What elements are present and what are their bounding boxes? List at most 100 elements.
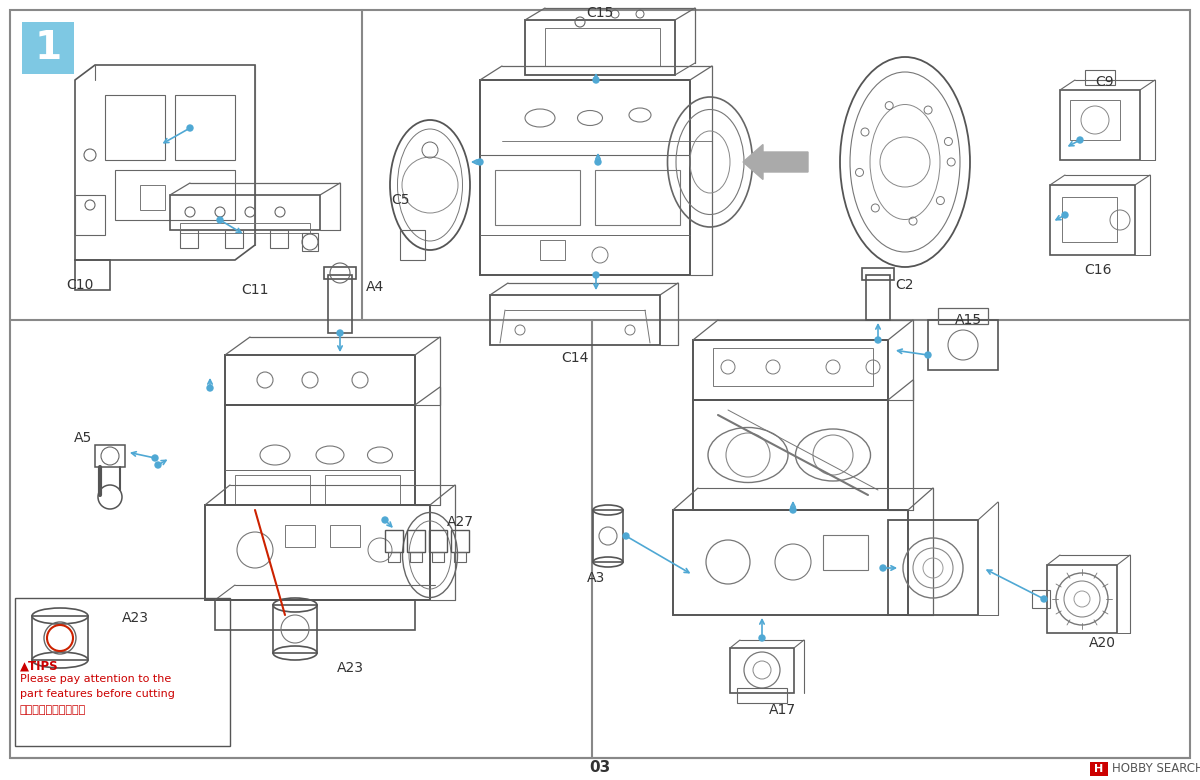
Bar	[1062, 197, 1117, 242]
Bar	[226, 355, 415, 405]
Text: H: H	[1094, 764, 1104, 774]
Bar	[140, 185, 166, 210]
Text: HOBBY SEARCH: HOBBY SEARCH	[1112, 763, 1200, 775]
Text: 1: 1	[35, 29, 61, 67]
Bar	[496, 170, 580, 225]
Bar	[737, 688, 787, 703]
Bar	[694, 340, 888, 400]
Bar	[673, 510, 908, 615]
Bar	[226, 230, 242, 248]
Text: C14: C14	[562, 351, 589, 365]
Bar	[454, 552, 466, 562]
Text: A15: A15	[954, 313, 982, 327]
Bar	[22, 22, 74, 74]
Circle shape	[925, 352, 931, 358]
Text: C2: C2	[895, 278, 914, 292]
Bar	[490, 295, 660, 345]
Circle shape	[187, 125, 193, 131]
Circle shape	[875, 337, 881, 343]
Text: C11: C11	[241, 283, 269, 297]
Bar	[175, 95, 235, 160]
Bar	[270, 230, 288, 248]
Circle shape	[623, 533, 629, 539]
Bar	[95, 445, 125, 467]
Bar	[14, 598, 230, 746]
Text: A20: A20	[1088, 636, 1116, 650]
Text: part features before cutting: part features before cutting	[20, 689, 175, 699]
Text: A3: A3	[587, 571, 605, 585]
Bar	[866, 275, 890, 320]
Bar	[928, 320, 998, 370]
Bar	[205, 505, 430, 600]
Bar	[286, 525, 314, 547]
Bar	[938, 308, 988, 324]
Bar	[451, 530, 469, 552]
Circle shape	[337, 330, 343, 336]
Bar	[407, 530, 425, 552]
Bar	[226, 405, 415, 505]
Bar	[115, 170, 235, 220]
Bar	[595, 170, 680, 225]
Bar	[593, 510, 623, 562]
Bar	[480, 80, 690, 275]
Bar	[324, 267, 356, 279]
Bar	[400, 230, 425, 260]
Circle shape	[880, 565, 886, 571]
Bar	[823, 535, 868, 570]
Text: A23: A23	[121, 611, 149, 625]
Text: A17: A17	[768, 703, 796, 717]
Circle shape	[593, 272, 599, 278]
Bar	[1085, 70, 1115, 85]
Bar	[526, 20, 674, 75]
Bar	[32, 616, 88, 660]
Bar	[106, 95, 166, 160]
Text: C9: C9	[1096, 75, 1115, 89]
Circle shape	[478, 159, 482, 165]
Text: Please pay attention to the: Please pay attention to the	[20, 674, 172, 684]
Bar	[215, 600, 415, 630]
Text: A23: A23	[336, 661, 364, 675]
Circle shape	[208, 385, 214, 391]
Bar	[1046, 565, 1117, 633]
Circle shape	[152, 455, 158, 461]
Circle shape	[217, 217, 223, 223]
Text: 03: 03	[589, 760, 611, 775]
Circle shape	[790, 507, 796, 513]
Bar	[432, 552, 444, 562]
Bar	[430, 530, 446, 552]
Bar	[170, 195, 320, 230]
Text: C5: C5	[391, 193, 409, 207]
Bar	[694, 400, 888, 510]
Bar	[1060, 90, 1140, 160]
Bar	[713, 348, 874, 386]
Bar	[730, 648, 794, 693]
Bar	[385, 530, 403, 552]
Circle shape	[155, 462, 161, 468]
Bar	[74, 195, 106, 235]
Bar	[888, 520, 978, 615]
Text: A5: A5	[74, 431, 92, 445]
Bar	[274, 605, 317, 653]
Text: A27: A27	[446, 515, 474, 529]
Bar	[388, 552, 400, 562]
Bar	[302, 233, 318, 251]
Bar	[1032, 590, 1050, 608]
Bar	[330, 525, 360, 547]
Bar	[545, 28, 660, 66]
Circle shape	[1078, 137, 1084, 143]
Bar	[1070, 100, 1120, 140]
Text: ▲TIPS: ▲TIPS	[20, 660, 59, 673]
Text: C10: C10	[66, 278, 94, 292]
Bar	[410, 552, 422, 562]
Bar	[1090, 762, 1108, 776]
Bar	[328, 275, 352, 333]
Bar	[235, 475, 310, 505]
Circle shape	[760, 635, 766, 641]
Circle shape	[1062, 212, 1068, 218]
Bar	[180, 230, 198, 248]
FancyArrow shape	[743, 144, 808, 179]
Circle shape	[593, 77, 599, 83]
Bar	[325, 475, 400, 505]
Circle shape	[595, 159, 601, 165]
Text: A4: A4	[366, 280, 384, 294]
